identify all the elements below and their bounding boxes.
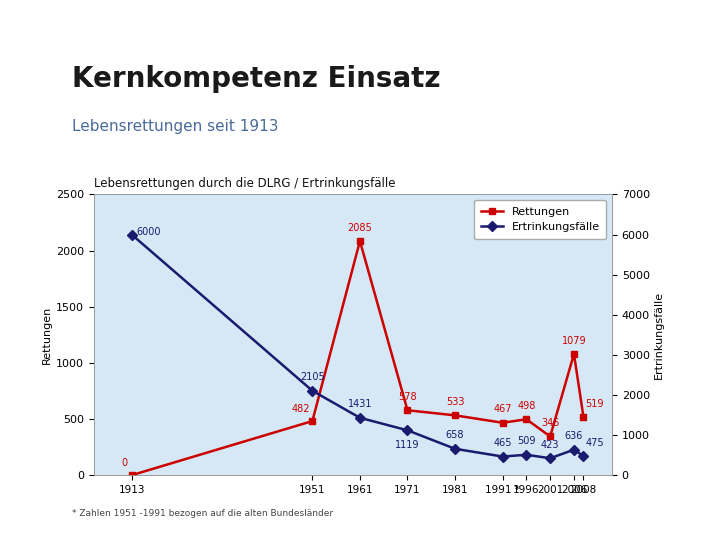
Ertrinkungsfälle [579,453,588,460]
Text: 533: 533 [446,397,464,407]
Rettungen [356,238,364,244]
Text: 519: 519 [585,399,604,409]
Rettungen [308,418,317,424]
Text: 467: 467 [493,404,512,414]
Rettungen [546,433,554,440]
Line: Rettungen: Rettungen [128,238,587,478]
Ertrinkungsfälle [451,446,459,452]
Text: * Zahlen 1951 -1991 bezogen auf die alten Bundesländer: * Zahlen 1951 -1991 bezogen auf die alte… [72,509,333,518]
Text: 636: 636 [564,431,583,441]
Ertrinkungsfälle [570,447,578,453]
Rettungen [127,472,136,478]
Text: 2085: 2085 [348,222,372,233]
Text: 498: 498 [517,401,536,411]
Text: 465: 465 [493,438,512,448]
Rettungen [498,420,507,426]
Text: 475: 475 [585,438,604,448]
Text: 6000: 6000 [136,227,161,237]
Rettungen [403,407,412,414]
Ertrinkungsfälle [356,415,364,421]
Text: 509: 509 [517,436,536,447]
Ertrinkungsfälle [127,231,136,238]
Text: 2105: 2105 [300,373,325,382]
Ertrinkungsfälle [498,453,507,460]
Text: 1119: 1119 [395,440,420,450]
Text: Lebensrettungen seit 1913: Lebensrettungen seit 1913 [72,119,279,134]
Ertrinkungsfälle [522,451,531,458]
Text: 423: 423 [541,440,559,450]
Text: 0: 0 [122,458,127,468]
Y-axis label: Rettungen: Rettungen [42,306,52,364]
Text: 658: 658 [446,430,464,441]
Text: 1431: 1431 [348,400,372,409]
Rettungen [451,412,459,418]
Ertrinkungsfälle [403,427,412,434]
Text: 1079: 1079 [562,336,586,346]
Rettungen [579,414,588,420]
Text: 345: 345 [541,418,559,428]
Rettungen [522,416,531,422]
Rettungen [570,351,578,357]
Text: Lebensrettungen durch die DLRG / Ertrinkungsfälle: Lebensrettungen durch die DLRG / Ertrink… [94,178,395,191]
Line: Ertrinkungsfälle: Ertrinkungsfälle [128,231,587,462]
Legend: Rettungen, Ertrinkungsfälle: Rettungen, Ertrinkungsfälle [474,200,606,239]
Text: Kernkompetenz Einsatz: Kernkompetenz Einsatz [72,65,441,93]
Ertrinkungsfälle [308,388,317,394]
Text: 482: 482 [292,404,310,414]
Y-axis label: Ertrinkungsfälle: Ertrinkungsfälle [654,291,664,379]
Text: 578: 578 [398,392,417,402]
Ertrinkungsfälle [546,455,554,462]
